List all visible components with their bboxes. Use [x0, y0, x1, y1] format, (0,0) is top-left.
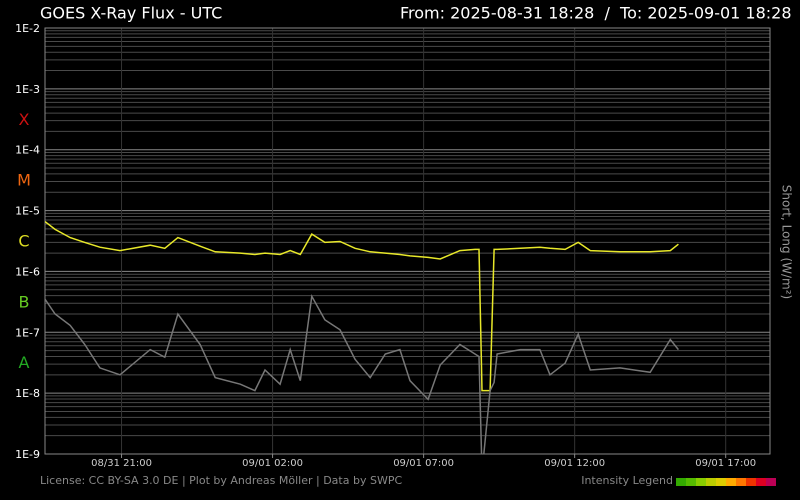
plot-border	[44, 27, 771, 455]
legend-swatch	[736, 478, 746, 486]
flare-class-label: B	[19, 292, 30, 311]
legend-swatch	[726, 478, 736, 486]
legend-label: Intensity Legend	[581, 474, 673, 487]
y-tick-label: 1E-8	[15, 387, 40, 400]
y-tick-label: 1E-6	[15, 265, 40, 278]
footer: License: CC BY-SA 3.0 DE | Plot by Andre…	[40, 474, 402, 487]
x-tick-label: 09/01 07:00	[393, 458, 454, 469]
y-tick-label: 1E-4	[15, 144, 40, 157]
y-tick-label: 1E-7	[15, 326, 40, 339]
legend-swatch	[766, 478, 776, 486]
y-tick-label: 1E-3	[15, 83, 40, 96]
chart-subtitle: From: 2025-08-31 18:28 / To: 2025-09-01 …	[400, 4, 792, 23]
y-axis-label: Short, Long (W/m²)	[780, 185, 794, 299]
plot-clip	[45, 293, 679, 454]
x-tick-label: 09/01 12:00	[544, 458, 605, 469]
legend-swatch	[746, 478, 756, 486]
y-tick-label: 1E-2	[15, 22, 40, 35]
legend-swatch	[676, 478, 686, 486]
x-tick-label: 08/31 21:00	[91, 458, 152, 469]
x-tick-label: 09/01 02:00	[242, 458, 303, 469]
flux-line	[45, 221, 679, 392]
y-tick-label: 1E-5	[15, 205, 40, 218]
legend-swatch	[716, 478, 726, 486]
plot-clip	[45, 221, 679, 392]
flare-class-label: X	[19, 110, 30, 129]
legend-swatch	[706, 478, 716, 486]
legend-swatch	[696, 478, 706, 486]
legend-swatch	[756, 478, 766, 486]
flux-line	[45, 293, 679, 454]
y-tick-label: 1E-9	[15, 448, 40, 461]
legend-swatch	[686, 478, 696, 486]
x-tick-label: 09/01 17:00	[695, 458, 756, 469]
flare-class-label: A	[19, 353, 30, 372]
chart-title: GOES X-Ray Flux - UTC	[40, 4, 222, 23]
flare-class-label: M	[17, 171, 31, 190]
flare-class-label: C	[18, 232, 29, 251]
